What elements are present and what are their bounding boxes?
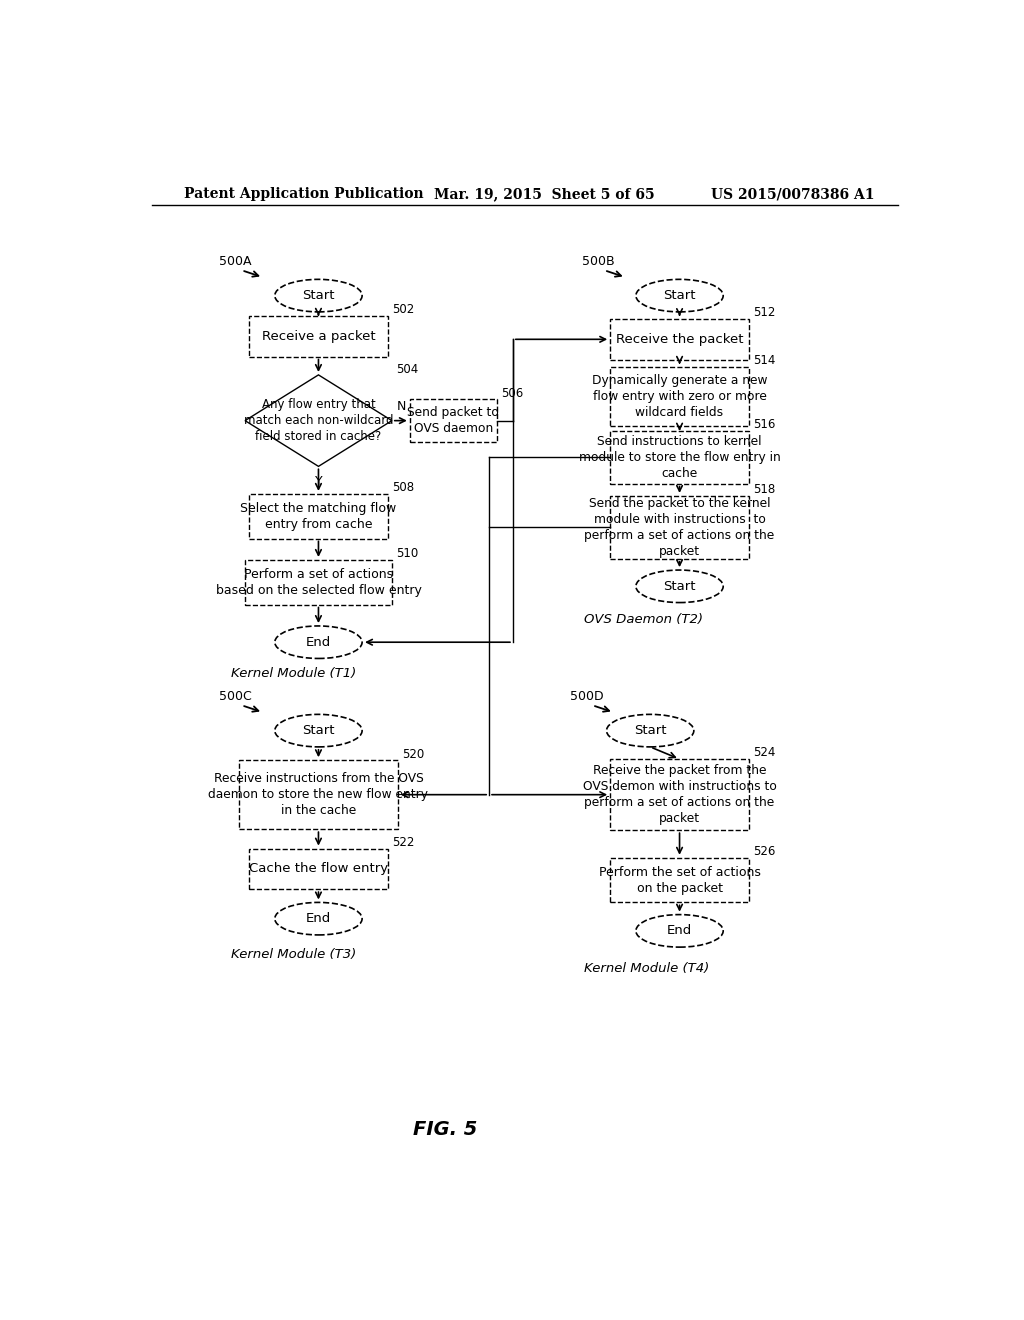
Text: 510: 510: [396, 548, 418, 560]
Bar: [610, 430, 749, 483]
Text: 500C: 500C: [219, 690, 252, 704]
Text: Y: Y: [314, 475, 323, 487]
Text: Kernel Module (T4): Kernel Module (T4): [585, 961, 710, 974]
Text: Receive the packet: Receive the packet: [615, 333, 743, 346]
Text: Start: Start: [664, 289, 695, 302]
Bar: [610, 759, 749, 830]
Bar: [245, 560, 392, 605]
Bar: [610, 367, 749, 426]
Bar: [249, 849, 388, 890]
Text: Receive instructions from the OVS
daemon to store the new flow entry
in the cach: Receive instructions from the OVS daemon…: [209, 772, 428, 817]
Bar: [410, 399, 497, 442]
Text: Mar. 19, 2015  Sheet 5 of 65: Mar. 19, 2015 Sheet 5 of 65: [433, 187, 654, 202]
Text: 514: 514: [753, 354, 775, 367]
Text: Start: Start: [302, 289, 335, 302]
Text: 506: 506: [501, 387, 523, 400]
Text: 502: 502: [392, 304, 414, 317]
Text: FIG. 5: FIG. 5: [414, 1119, 477, 1139]
Text: 508: 508: [392, 482, 414, 494]
Text: Send packet to
OVS daemon: Send packet to OVS daemon: [408, 407, 500, 436]
Text: Send instructions to kernel
module to store the flow entry in
cache: Send instructions to kernel module to st…: [579, 434, 780, 479]
Text: End: End: [306, 636, 331, 648]
Text: 500A: 500A: [219, 255, 252, 268]
Text: Start: Start: [634, 725, 667, 737]
Text: Receive the packet from the
OVS demon with instructions to
perform a set of acti: Receive the packet from the OVS demon wi…: [583, 764, 776, 825]
Text: End: End: [667, 924, 692, 937]
Bar: [249, 494, 388, 539]
Text: Start: Start: [664, 579, 695, 593]
Bar: [249, 315, 388, 356]
Text: Patent Application Publication: Patent Application Publication: [183, 187, 423, 202]
Text: N: N: [396, 400, 406, 413]
Text: 526: 526: [753, 845, 775, 858]
Text: US 2015/0078386 A1: US 2015/0078386 A1: [712, 187, 874, 202]
Text: End: End: [306, 912, 331, 925]
Text: Start: Start: [302, 725, 335, 737]
Bar: [610, 858, 749, 903]
Text: 512: 512: [753, 306, 775, 319]
Text: 504: 504: [396, 363, 418, 376]
Text: Cache the flow entry: Cache the flow entry: [249, 862, 388, 875]
Text: Perform a set of actions
based on the selected flow entry: Perform a set of actions based on the se…: [215, 568, 422, 597]
Text: 524: 524: [753, 747, 775, 759]
Text: 522: 522: [392, 836, 415, 849]
Bar: [610, 496, 749, 558]
Text: Any flow entry that
match each non-wildcard
field stored in cache?: Any flow entry that match each non-wildc…: [244, 399, 393, 444]
Text: 516: 516: [753, 418, 775, 432]
Text: Perform the set of actions
on the packet: Perform the set of actions on the packet: [599, 866, 761, 895]
Text: Kernel Module (T3): Kernel Module (T3): [231, 948, 356, 961]
Text: Dynamically generate a new
flow entry with zero or more
wildcard fields: Dynamically generate a new flow entry wi…: [592, 374, 767, 418]
Text: 520: 520: [401, 747, 424, 760]
Text: 518: 518: [753, 483, 775, 496]
Text: Receive a packet: Receive a packet: [262, 330, 375, 343]
Bar: [610, 319, 749, 359]
Text: 500B: 500B: [582, 255, 614, 268]
Text: Kernel Module (T1): Kernel Module (T1): [231, 667, 356, 680]
Text: Send the packet to the kernel
module with instructions  to
perform a set of acti: Send the packet to the kernel module wit…: [585, 496, 775, 558]
Text: Select the matching flow
entry from cache: Select the matching flow entry from cach…: [241, 502, 396, 531]
Text: OVS Daemon (T2): OVS Daemon (T2): [585, 612, 703, 626]
Text: 500D: 500D: [570, 690, 604, 704]
Bar: [239, 760, 397, 829]
